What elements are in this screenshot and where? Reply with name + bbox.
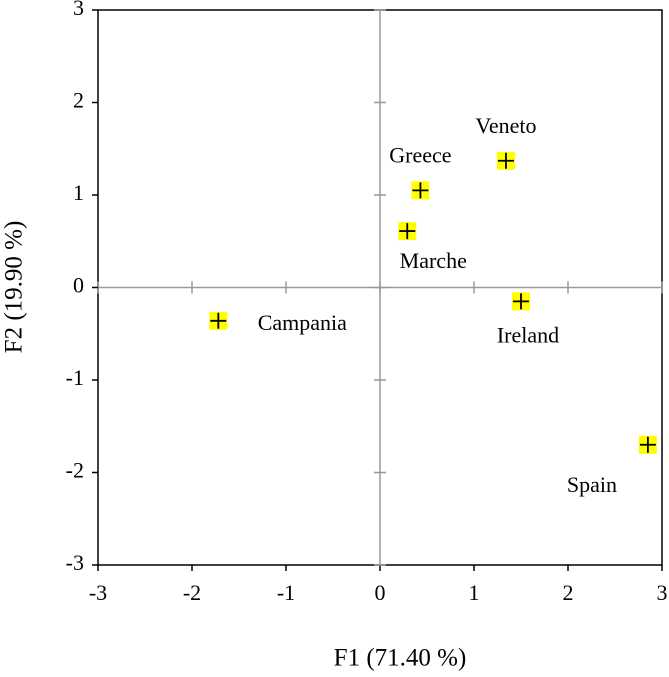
y-tick-label: 1 — [73, 180, 84, 205]
point-cross — [210, 312, 227, 329]
point-label: Marche — [400, 248, 467, 273]
point — [411, 181, 430, 200]
point-cross — [497, 152, 514, 169]
point-label: Spain — [567, 472, 617, 497]
y-axis-label: F2 (19.90 %) — [1, 221, 28, 354]
x-tick-label: -1 — [277, 580, 295, 605]
x-tick-label: -2 — [183, 580, 201, 605]
y-tick-label: 3 — [73, 0, 84, 20]
x-axis-label: F1 (71.40 %) — [334, 645, 467, 672]
y-tick-label: -3 — [66, 550, 84, 575]
x-tick-label: 0 — [375, 580, 386, 605]
point — [209, 311, 228, 330]
point-cross — [412, 182, 429, 199]
y-tick-label: 2 — [73, 88, 84, 113]
point — [496, 151, 515, 170]
point — [638, 435, 657, 454]
x-tick-label: -3 — [89, 580, 107, 605]
y-tick-label: -1 — [66, 365, 84, 390]
point-cross — [513, 293, 529, 310]
y-tick-label: 0 — [73, 273, 84, 298]
point-label: Ireland — [497, 322, 559, 347]
point — [398, 222, 417, 241]
point-cross — [639, 436, 656, 453]
y-tick-label: -2 — [66, 458, 84, 483]
point — [512, 292, 530, 311]
x-tick-label: 1 — [469, 580, 480, 605]
x-tick-label: 2 — [563, 580, 574, 605]
point-label: Veneto — [475, 113, 536, 138]
x-tick-label: 3 — [657, 580, 668, 605]
point-label: Campania — [258, 310, 347, 335]
point-label: Greece — [389, 142, 451, 167]
point-cross — [399, 223, 416, 240]
